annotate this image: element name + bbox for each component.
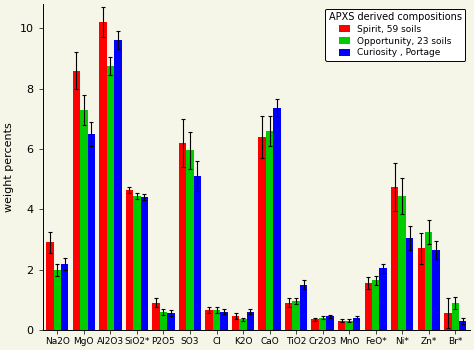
Bar (239, 319, 247, 330)
Bar (46, 243, 54, 330)
Bar (73, 70, 80, 330)
Bar (444, 313, 452, 330)
Bar (88, 134, 95, 330)
Bar (205, 310, 213, 330)
Bar (99, 22, 107, 330)
Bar (346, 321, 353, 330)
Bar (258, 137, 266, 330)
Bar (338, 321, 346, 330)
Bar (54, 270, 61, 330)
Bar (133, 196, 141, 330)
Bar (300, 285, 307, 330)
Bar (232, 316, 239, 330)
Bar (326, 316, 334, 330)
Legend: Spirit, 59 soils, Opportunity, 23 soils, Curiosity , Portage: Spirit, 59 soils, Opportunity, 23 soils,… (325, 9, 465, 61)
Bar (311, 319, 319, 330)
Bar (425, 232, 432, 330)
Bar (391, 187, 399, 330)
Bar (418, 248, 425, 330)
Bar (141, 197, 148, 330)
Bar (126, 190, 133, 330)
Bar (379, 268, 387, 330)
Bar (114, 40, 121, 330)
Bar (152, 303, 160, 330)
Bar (292, 301, 300, 330)
Bar (353, 318, 360, 330)
Bar (107, 66, 114, 330)
Bar (365, 283, 372, 330)
Bar (186, 150, 194, 330)
Bar (167, 313, 174, 330)
Bar (266, 131, 273, 330)
Bar (406, 238, 413, 330)
Bar (80, 110, 88, 330)
Bar (179, 143, 186, 330)
Bar (247, 312, 254, 330)
Bar (399, 196, 406, 330)
Y-axis label: weight percents: weight percents (4, 122, 14, 212)
Bar (432, 250, 440, 330)
Bar (273, 108, 281, 330)
Bar (372, 280, 379, 330)
Bar (285, 303, 292, 330)
Bar (220, 312, 228, 330)
Bar (452, 303, 459, 330)
Bar (213, 310, 220, 330)
Bar (194, 176, 201, 330)
Bar (319, 318, 326, 330)
Bar (61, 264, 68, 330)
Bar (160, 312, 167, 330)
Bar (459, 321, 466, 330)
